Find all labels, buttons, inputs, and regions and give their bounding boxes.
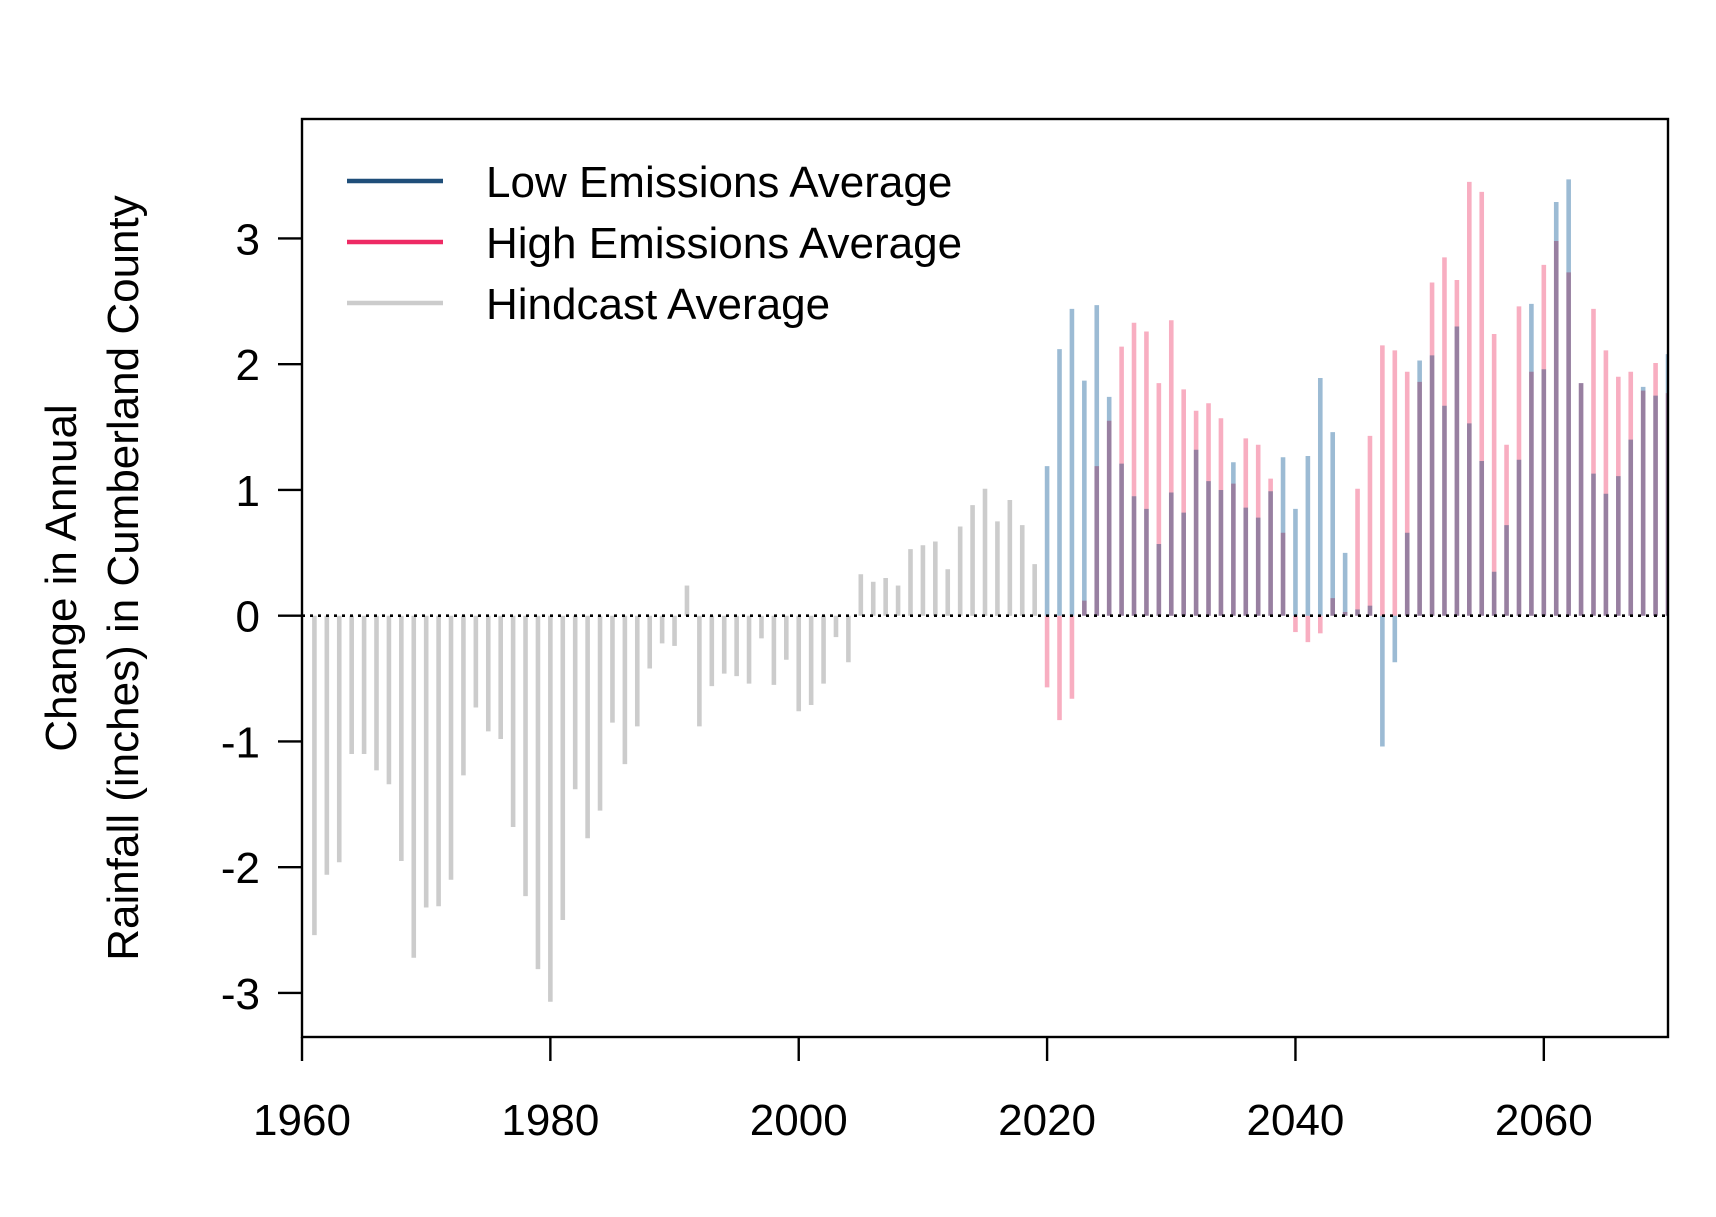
x-tick-label: 2040 [1247,1096,1345,1145]
y-axis-label-line: Change in Annual [37,404,86,751]
legend: Low Emissions Average High Emissions Aver… [347,158,962,329]
y-tick-label: -3 [221,970,260,1019]
x-tick-label: 1960 [253,1096,351,1145]
x-tick-label: 2060 [1495,1096,1593,1145]
axes-layer: -3 -2 -1 0 1 2 3 1960 1980 2000 2020 2040 2060 [221,117,1670,1145]
x-tick-label: 2000 [750,1096,848,1145]
y-tick-label: -1 [221,718,260,767]
y-tick-label: 2 [236,341,260,390]
y-tick-label: 0 [236,593,260,642]
x-tick-label: 1980 [501,1096,599,1145]
y-axis-label: Change in Annual Rainfall (inches) in Cum… [37,195,148,960]
legend-label: High Emissions Average [486,219,962,268]
x-tick-label: 2020 [998,1096,1096,1145]
legend-label: Hindcast Average [486,280,830,329]
y-tick-label: 1 [236,467,260,516]
y-tick-label: -2 [221,844,260,893]
y-axis-label-line: Rainfall (inches) in Cumberland County [99,195,148,960]
y-tick-label: 3 [236,215,260,264]
legend-label: Low Emissions Average [486,158,952,207]
plot-frame [300,117,1670,1039]
bars-layer [312,179,1668,1002]
